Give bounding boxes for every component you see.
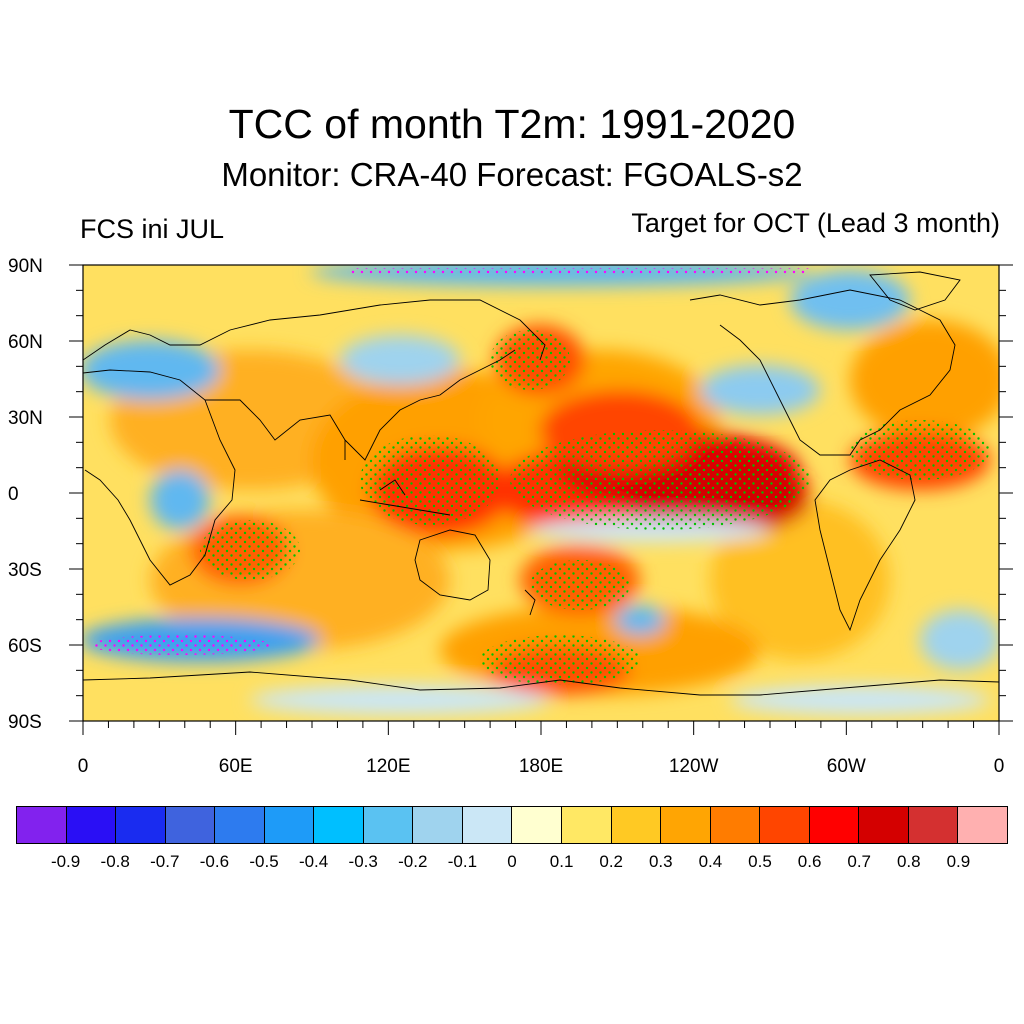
colorbar-box: [66, 807, 117, 843]
colorbar-label: -0.5: [249, 852, 279, 871]
colorbar-box: [413, 807, 463, 843]
colorbar-label: -0.7: [150, 852, 180, 871]
lon-tick-label: 60E: [219, 756, 253, 777]
lat-tick-label: 0: [8, 484, 19, 505]
lat-tick-label: 90N: [8, 256, 43, 277]
colorbar-label: 0.5: [748, 852, 772, 871]
colorbar-label: 0.6: [797, 852, 822, 871]
colorbar-box: [462, 807, 513, 843]
lat-tick-label: 60N: [8, 332, 43, 353]
colorbar-box: [314, 807, 364, 843]
colorbar-label: -0.3: [348, 852, 378, 871]
lat-tick-label: 30S: [8, 560, 42, 581]
colorbar-box: [859, 807, 909, 843]
colorbar-box: [363, 807, 414, 843]
colorbar-box: [661, 807, 711, 843]
lon-tick-label: 60W: [827, 756, 866, 777]
colorbar-label: -0.1: [447, 852, 478, 871]
lat-tick-label: 90S: [8, 712, 42, 733]
axis-ticks: [69, 264, 1013, 735]
colorbar-label: -0.2: [398, 852, 428, 871]
colorbar-box: [215, 807, 265, 843]
colorbar: [16, 806, 1008, 844]
colorbar-box: [116, 807, 166, 843]
latitude-labels: 90N 60N 30N 0 30S 60S 90S: [8, 256, 43, 733]
colorbar-box: [611, 807, 662, 843]
lon-tick-label: 120W: [669, 756, 719, 777]
lon-tick-label: 180E: [519, 756, 563, 777]
colorbar-label: -0.9: [50, 852, 81, 871]
correlation-field: [83, 265, 999, 721]
colorbar-label: -0.6: [199, 852, 230, 871]
lon-tick-label: 0: [994, 756, 1005, 777]
colorbar-label: 0.4: [698, 852, 723, 871]
colorbar-box: [710, 807, 761, 843]
colorbar-label: -0.8: [100, 852, 130, 871]
longitude-labels: 0 60E 120E 180E 120W 60W 0: [78, 756, 1005, 777]
colorbar-box: [562, 807, 612, 843]
colorbar-box: [760, 807, 810, 843]
initialization-label: FCS ini JUL: [80, 214, 225, 244]
colorbar-box: [908, 807, 959, 843]
coastlines: [83, 271, 999, 696]
lat-tick-label: 30N: [8, 408, 43, 429]
colorbar-box: [958, 807, 1007, 843]
target-label: Target for OCT (Lead 3 month): [631, 208, 1000, 238]
colorbar-box: [264, 807, 315, 843]
colorbar-label: 0.2: [599, 852, 624, 871]
colorbar-box: [512, 807, 563, 843]
figure-subtitle: Monitor: CRA-40 Forecast: FGOALS-s2: [221, 156, 803, 193]
colorbar-label: 0: [507, 852, 517, 871]
colorbar-labels: -0.9 -0.8 -0.7 -0.6 -0.5 -0.4 -0.3 -0.2 -0.1 0 0.1…: [0, 852, 1024, 876]
colorbar-box: [17, 807, 67, 843]
colorbar-label: -0.4: [298, 852, 329, 871]
figure-title: TCC of month T2m: 1991-2020: [228, 101, 796, 147]
lon-tick-label: 120E: [366, 756, 410, 777]
world-map: 90N 60N 30N 0 30S 60S 90S 0 60E 120E 180E 120W 60W 0: [8, 256, 1013, 777]
colorbar-box: [809, 807, 860, 843]
lon-tick-label: 0: [78, 756, 89, 777]
colorbar-box: [165, 807, 216, 843]
colorbar-label: 0.3: [648, 852, 673, 871]
significance-stippling: [90, 268, 990, 685]
colorbar-label: 0.1: [549, 852, 574, 871]
colorbar-label: 0.9: [946, 852, 971, 871]
colorbar-label: 0.8: [896, 852, 921, 871]
lat-tick-label: 60S: [8, 636, 42, 657]
colorbar-label: 0.7: [847, 852, 872, 871]
